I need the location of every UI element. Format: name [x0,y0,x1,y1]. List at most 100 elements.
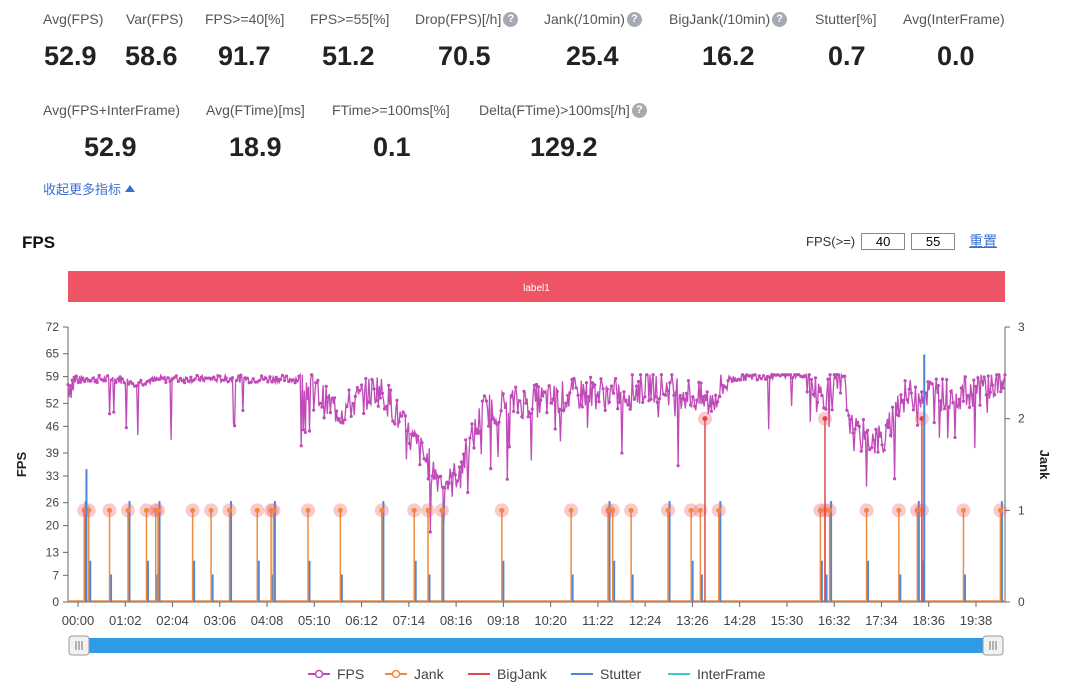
fps-point [911,408,916,412]
help-icon[interactable]: ? [772,11,788,27]
fps-point [597,400,601,404]
fps-point [564,401,568,405]
fps-point [768,375,772,379]
fps-point [872,438,876,442]
jank-marker [864,507,870,513]
fps-point [116,377,120,381]
fps-point [753,373,757,377]
fps-point [372,387,376,391]
fps-point [397,420,401,424]
threshold-input-high[interactable] [911,232,956,250]
fps-point [993,393,997,397]
fps-chart: label1 0 7 13 20 26 33 39 46 52 59 65 72 0 1 2 3 FPS Jank 0… [14,271,1052,682]
fps-point [428,530,432,534]
fps-point [970,393,974,397]
collapse-metrics-link[interactable]: 收起更多指标 [43,179,136,198]
fps-point [805,390,809,394]
fps-point [347,388,351,392]
jank-marker [379,507,385,513]
metric-label: FTime>=100ms[%] [332,102,450,118]
x-tick-label: 19:38 [960,613,993,628]
fps-point [395,398,399,402]
fps-point [693,404,697,408]
y-axis-label-left: FPS [14,452,29,478]
fps-point [963,375,968,379]
metric-label: Avg(FTime)[ms] [206,102,305,118]
fps-point [230,376,235,380]
bigjank-marker [702,416,708,422]
fps-point [285,374,289,378]
fps-point [888,433,893,437]
fps-point [553,427,557,431]
metric-label: FPS>=55[%] [310,11,390,27]
fps-point [980,380,984,384]
fps-point [868,448,872,452]
metric-metrics_row1-7: Stutter[%] 0.7 [815,11,876,71]
chart-title: FPS [22,233,56,252]
fps-point [89,379,93,383]
fps-point [472,446,476,450]
y-tick-label-left: 52 [46,396,60,410]
fps-point [495,422,499,426]
fps-point [114,380,118,384]
fps-point [901,398,905,402]
fps-point [297,374,301,378]
y-tick-label-left: 20 [46,519,60,533]
help-icon[interactable]: ? [503,11,519,27]
fps-point [349,414,353,418]
fps-point [91,376,95,380]
fps-point [689,403,693,407]
fps-point [826,377,830,381]
fps-point [405,429,409,433]
fps-point [743,375,747,379]
legend-item-interframe[interactable]: InterFrame [668,666,766,682]
fps-point [316,378,320,382]
legend-item-jank[interactable]: Jank [385,666,445,682]
fps-point [918,399,922,403]
fps-point [593,383,597,387]
x-tick-label: 11:22 [582,613,614,628]
fps-point [639,373,643,377]
help-icon[interactable]: ? [631,102,647,118]
fps-point [818,390,822,394]
threshold-input-low[interactable] [861,232,906,250]
fps-point [212,375,216,379]
legend-item-stutter[interactable]: Stutter [571,666,642,682]
metric-metrics_row1-6: BigJank(/10min)? 16.2 [669,11,788,71]
fps-point [224,376,228,380]
legend-label: BigJank [497,666,548,682]
fps-point [482,394,486,398]
fps-point [724,385,728,389]
fps-point [940,377,945,381]
x-tick-label: 16:32 [818,613,851,628]
legend-item-fps[interactable]: FPS [308,666,364,682]
fps-point [499,409,503,413]
x-tick-label: 03:06 [204,613,237,628]
metric-metrics_row1-3: FPS>=55[%] 51.2 [310,11,390,71]
metric-value: 16.2 [702,41,755,71]
jank-marker [716,507,722,513]
fps-point [491,417,495,421]
fps-point [135,384,139,388]
fps-point [986,374,990,378]
fps-point [283,378,287,383]
legend-item-bigjank[interactable]: BigJank [468,666,548,682]
metric-value: 51.2 [322,41,375,71]
fps-point [582,391,587,395]
fps-point [197,378,201,382]
fps-point [587,395,591,399]
fps-point [913,385,918,389]
fps-point [68,384,72,388]
fps-point [849,417,853,421]
fps-point [811,392,816,397]
fps-point [978,403,982,407]
reset-link[interactable]: 重置 [969,233,998,249]
fps-point [195,373,199,378]
fps-point [81,378,85,382]
fps-point [245,376,249,380]
fps-point [480,399,484,403]
fps-point [703,394,707,398]
fps-point [266,380,270,384]
fps-point [534,382,539,387]
help-icon[interactable]: ? [626,11,642,27]
